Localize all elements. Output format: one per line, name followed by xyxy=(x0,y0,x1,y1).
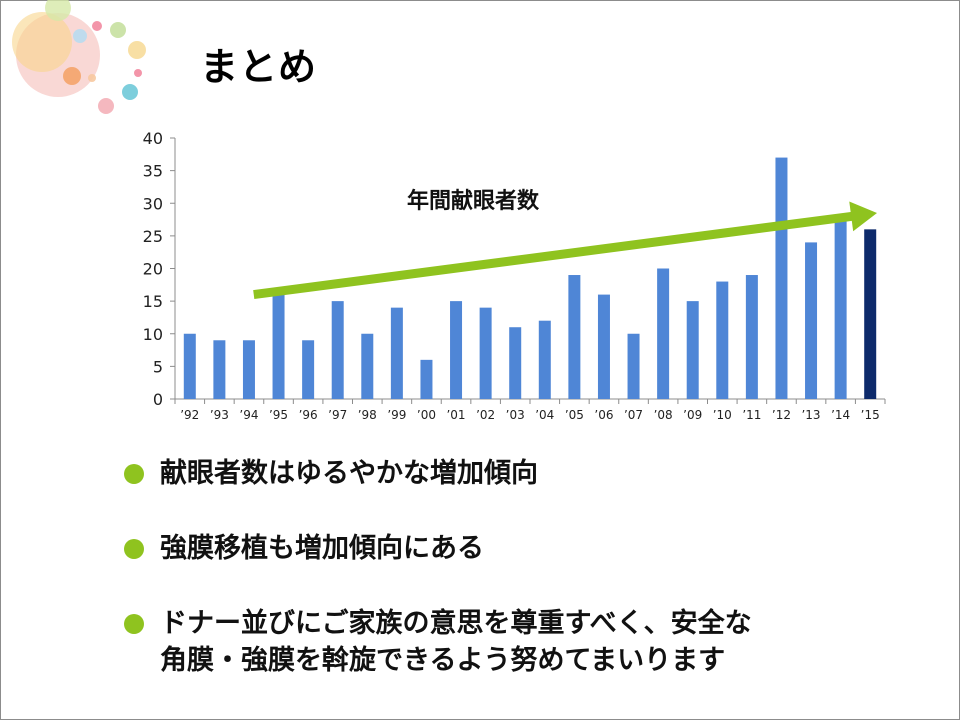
x-tick-label: ’11 xyxy=(742,408,761,422)
bar-09 xyxy=(686,301,699,399)
bar-05 xyxy=(568,275,581,399)
bar-94 xyxy=(242,340,255,399)
deco-circle xyxy=(98,98,114,114)
x-tick-label: ’12 xyxy=(772,408,791,422)
bullet-item: 献眼者数はゆるやかな増加傾向 xyxy=(124,455,924,492)
y-tick-label: 10 xyxy=(143,325,163,344)
y-tick-label: 40 xyxy=(143,129,163,148)
x-tick-label: ’07 xyxy=(624,408,643,422)
bullet-item: ドナー並びにご家族の意思を尊重すべく、安全な 角膜・強膜を斡旋できるよう努めてま… xyxy=(124,605,924,679)
x-tick-label: ’03 xyxy=(506,408,525,422)
y-tick-label: 20 xyxy=(143,260,163,279)
deco-circle xyxy=(110,22,126,38)
y-tick-label: 5 xyxy=(153,357,163,376)
deco-circle xyxy=(128,41,146,59)
bullet-item: 強膜移植も増加傾向にある xyxy=(124,530,924,567)
x-tick-label: ’92 xyxy=(180,408,199,422)
bar-12 xyxy=(775,157,788,399)
x-tick-label: ’01 xyxy=(446,408,465,422)
bar-08 xyxy=(657,268,670,399)
bar-93 xyxy=(213,340,226,399)
bullet-list: 献眼者数はゆるやかな増加傾向 強膜移植も増加傾向にある ドナー並びにご家族の意思… xyxy=(124,455,924,679)
x-tick-label: ’93 xyxy=(210,408,229,422)
bullet-text: 強膜移植も増加傾向にある xyxy=(160,533,484,564)
bar-96 xyxy=(302,340,315,399)
x-tick-label: ’96 xyxy=(299,408,318,422)
bar-02 xyxy=(479,307,492,399)
y-tick-label: 25 xyxy=(143,227,163,246)
x-tick-label: ’94 xyxy=(239,408,258,422)
bullet-text-continued: 角膜・強膜を斡旋できるよう努めてまいります xyxy=(160,645,726,676)
deco-circle xyxy=(92,21,102,31)
y-tick-label: 35 xyxy=(143,162,163,181)
bullet-text: 献眼者数はゆるやかな増加傾向 xyxy=(160,458,538,489)
bullet-dot-icon xyxy=(124,464,144,484)
decorative-circles xyxy=(12,0,146,114)
deco-circle xyxy=(12,12,72,72)
bar-06 xyxy=(597,294,610,399)
bullet-dot-icon xyxy=(124,539,144,559)
bar-10 xyxy=(716,281,729,399)
bar-00 xyxy=(420,359,433,399)
x-tick-label: ’14 xyxy=(831,408,850,422)
bullet-text: ドナー並びにご家族の意思を尊重すべく、安全な xyxy=(160,608,752,639)
bar-01 xyxy=(450,301,463,399)
bar-92 xyxy=(183,333,196,399)
trend-arrow-head xyxy=(849,201,877,232)
y-tick-label: 0 xyxy=(153,390,163,409)
x-tick-label: ’98 xyxy=(358,408,377,422)
x-tick-label: ’02 xyxy=(476,408,495,422)
bar-11 xyxy=(745,275,758,399)
deco-circle xyxy=(88,74,96,82)
bar-98 xyxy=(361,333,374,399)
x-tick-label: ’08 xyxy=(654,408,673,422)
x-tick-label: ’09 xyxy=(683,408,702,422)
bar-13 xyxy=(805,242,818,399)
bar-95 xyxy=(272,294,285,399)
x-tick-label: ’00 xyxy=(417,408,436,422)
deco-circle xyxy=(45,0,71,21)
y-tick-label: 15 xyxy=(143,292,163,311)
slide-title: まとめ xyxy=(200,45,318,89)
bar-03 xyxy=(509,327,522,399)
x-tick-label: ’95 xyxy=(269,408,288,422)
x-tick-label: ’10 xyxy=(713,408,732,422)
bar-99 xyxy=(390,307,403,399)
x-tick-label: ’05 xyxy=(565,408,584,422)
deco-circle xyxy=(122,84,138,100)
bullet-dot-icon xyxy=(124,614,144,634)
bar-04 xyxy=(538,320,551,399)
deco-circle xyxy=(63,67,81,85)
y-tick-label: 30 xyxy=(143,194,163,213)
x-tick-label: ’04 xyxy=(535,408,554,422)
x-tick-label: ’99 xyxy=(387,408,406,422)
bar-chart: 0 5 10 15 20 25 30 35 40 ’92 ’93 ’94 ’95 ’96 ’97 ’98 ’99… xyxy=(143,129,886,422)
x-tick-label: ’97 xyxy=(328,408,347,422)
x-tick-label: ’13 xyxy=(801,408,820,422)
chart-title: 年間献眼者数 xyxy=(407,188,540,214)
x-tick-label: ’15 xyxy=(861,408,880,422)
bar-97 xyxy=(331,301,344,399)
deco-circle xyxy=(134,69,142,77)
bar-07 xyxy=(627,333,640,399)
bar-15 xyxy=(864,229,877,399)
trend-arrow-shaft xyxy=(253,211,854,300)
deco-circle xyxy=(73,29,87,43)
x-tick-label: ’06 xyxy=(594,408,613,422)
bar-14 xyxy=(834,216,847,399)
